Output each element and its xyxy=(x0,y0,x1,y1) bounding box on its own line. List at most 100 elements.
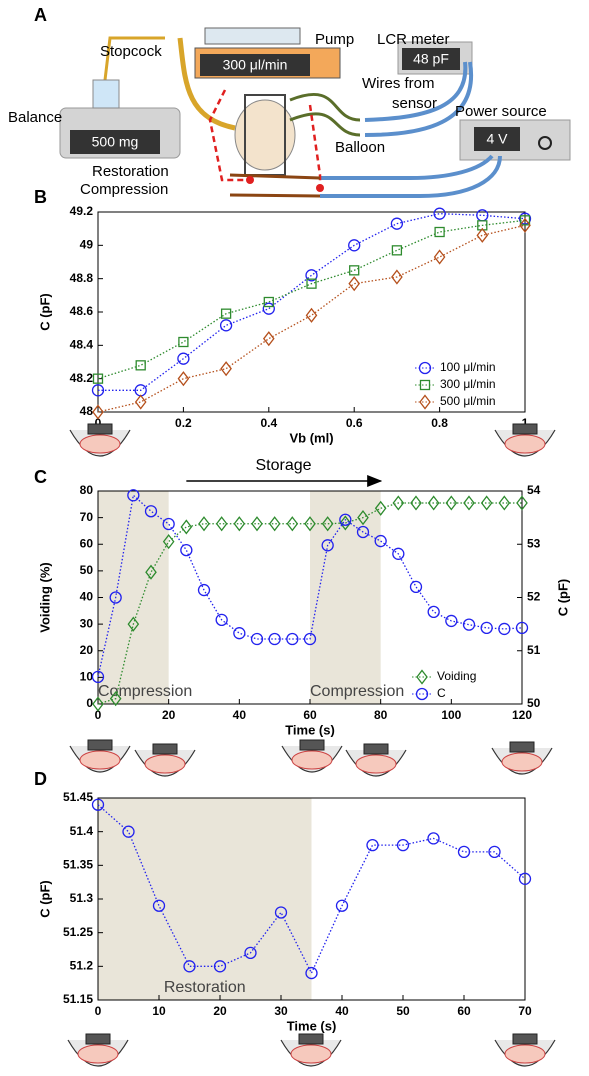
marker xyxy=(391,269,403,285)
y-tick-label: 10 xyxy=(80,670,94,684)
y-tick-label: 48.6 xyxy=(70,304,94,318)
region-label: Compression xyxy=(310,683,404,700)
restoration-label: Restoration xyxy=(92,163,169,180)
series-line xyxy=(97,224,526,413)
marker xyxy=(434,226,445,238)
marker xyxy=(356,525,370,539)
tube xyxy=(103,36,165,81)
marker xyxy=(268,516,281,532)
shaded-region xyxy=(98,491,169,704)
power-display: 4 V xyxy=(486,131,508,147)
marker xyxy=(409,580,423,593)
legend-marker xyxy=(419,379,431,391)
x-tick-label: 20 xyxy=(213,1004,227,1018)
marker xyxy=(92,404,104,420)
x-tick-label: 0 xyxy=(95,416,102,430)
bladder-icon xyxy=(504,434,546,454)
bladder-icon xyxy=(79,750,121,770)
marker xyxy=(391,245,403,256)
bladder-icon xyxy=(512,1033,538,1045)
series-line xyxy=(97,219,526,380)
wire xyxy=(289,93,361,137)
y-tick-label: 51.35 xyxy=(63,858,93,872)
y2-axis-label: C (pF) xyxy=(555,579,570,617)
x-tick-label: 0.8 xyxy=(431,416,448,430)
series-line xyxy=(98,213,526,391)
marker xyxy=(177,352,190,365)
marker xyxy=(244,946,257,960)
marker xyxy=(304,516,316,532)
bladder-icon xyxy=(504,1044,546,1064)
marker xyxy=(91,670,105,683)
stopcock-label: Stopcock xyxy=(100,43,162,60)
marker xyxy=(519,217,531,233)
lcr-display-box xyxy=(402,48,460,70)
balloon-shape xyxy=(234,99,296,171)
bladder-icon xyxy=(509,741,535,753)
marker xyxy=(445,495,458,511)
x-tick-label: 0.4 xyxy=(260,416,277,430)
marker xyxy=(183,960,196,973)
bladder-icon xyxy=(290,1044,332,1064)
marker xyxy=(433,249,446,265)
marker xyxy=(215,516,228,532)
marker xyxy=(262,302,275,315)
marker xyxy=(178,336,189,348)
marker xyxy=(305,307,318,323)
marker xyxy=(134,394,147,410)
marker xyxy=(180,519,193,535)
marker xyxy=(109,591,122,604)
bladder-icon xyxy=(299,739,325,751)
shaded-region xyxy=(310,491,381,704)
marker xyxy=(339,513,352,526)
y-tick-label: 50 xyxy=(80,563,94,577)
marker xyxy=(396,838,410,852)
x-tick-label: 20 xyxy=(162,708,176,722)
x-tick-label: 60 xyxy=(457,1004,471,1018)
bladder-icon xyxy=(298,1033,324,1045)
y-axis-label: Voiding (%) xyxy=(37,562,52,633)
y-tick-label: 49 xyxy=(80,238,94,252)
legend-label: Voiding xyxy=(437,669,476,683)
marker xyxy=(220,308,232,319)
bladder-icon xyxy=(77,1044,119,1064)
power-label: Power source xyxy=(455,103,547,120)
marker xyxy=(427,832,440,845)
legend-marker xyxy=(418,361,432,375)
y-tick-label: 0 xyxy=(86,696,93,710)
marker xyxy=(366,838,379,852)
x-axis-label: Time (s) xyxy=(287,1018,337,1033)
beaker xyxy=(92,79,120,109)
circuit xyxy=(229,173,321,198)
y2-tick-label: 52 xyxy=(527,590,541,604)
x-tick-label: 70 xyxy=(518,1004,532,1018)
marker xyxy=(488,845,501,859)
series-line xyxy=(97,493,523,677)
switch xyxy=(246,176,254,184)
panel-label: B xyxy=(34,187,47,207)
marker xyxy=(215,613,228,627)
marker xyxy=(410,495,422,511)
y-tick-label: 51.45 xyxy=(63,790,93,804)
marker xyxy=(305,966,318,980)
x-tick-label: 40 xyxy=(233,708,247,722)
y-tick-label: 48.8 xyxy=(70,271,94,285)
marker xyxy=(519,215,531,226)
y-tick-label: 60 xyxy=(80,536,94,550)
y-tick-label: 49.2 xyxy=(70,204,94,218)
region-label: Restoration xyxy=(164,979,246,996)
panel-label: C xyxy=(34,467,47,487)
marker xyxy=(197,583,211,597)
legend-marker xyxy=(415,687,429,701)
marker xyxy=(268,632,281,646)
marker xyxy=(250,632,264,646)
x-tick-label: 120 xyxy=(512,708,532,722)
marker xyxy=(427,495,440,511)
marker xyxy=(127,489,140,502)
y-tick-label: 20 xyxy=(80,643,94,657)
y2-tick-label: 51 xyxy=(527,643,541,657)
x-tick-label: 0.2 xyxy=(175,416,192,430)
marker xyxy=(213,960,227,973)
legend-label: 300 μl/min xyxy=(440,377,496,391)
knob xyxy=(538,136,552,150)
